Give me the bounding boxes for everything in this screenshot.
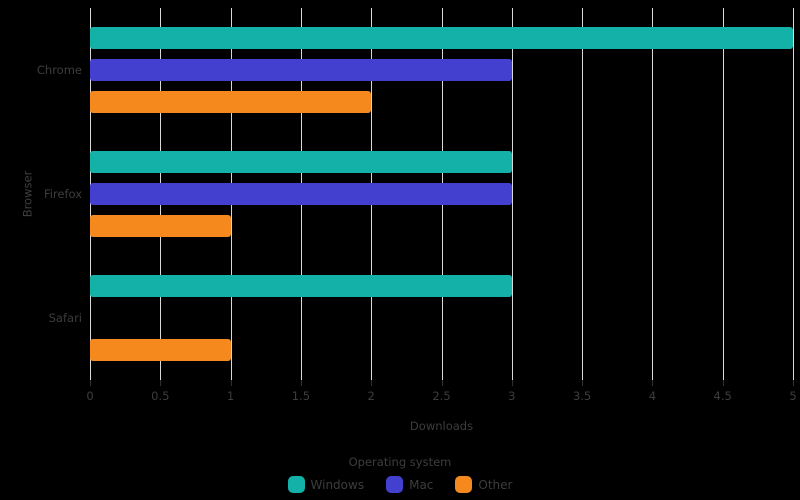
x-tick-mark <box>230 380 232 386</box>
bar-chrome-other[interactable] <box>90 91 372 113</box>
bar-group <box>90 151 793 247</box>
x-tick-mark <box>722 380 724 386</box>
bar-chrome-windows[interactable] <box>90 27 793 49</box>
bar-firefox-other[interactable] <box>90 215 231 237</box>
x-tick-label: 4.5 <box>713 389 732 403</box>
gridline <box>722 8 724 380</box>
bar-row <box>90 151 793 173</box>
gridline <box>582 8 584 380</box>
x-tick-label: 1 <box>226 389 235 403</box>
legend-swatch-icon <box>386 476 404 493</box>
x-tick-mark <box>160 380 162 386</box>
gridline <box>793 8 794 380</box>
x-tick-mark <box>582 380 584 386</box>
legend-label: Mac <box>409 477 434 492</box>
x-tick-mark <box>652 380 654 386</box>
x-tick-label: 0 <box>86 389 94 403</box>
legend-item-windows[interactable]: Windows <box>287 476 365 493</box>
bar-group <box>90 27 793 123</box>
legend-label: Other <box>478 477 513 492</box>
bar-row <box>90 307 793 329</box>
legend-label: Windows <box>310 477 365 492</box>
x-tick-label: 2.5 <box>432 389 451 403</box>
bar-row <box>90 275 793 297</box>
y-tick-label-firefox: Firefox <box>43 187 82 201</box>
x-tick-mark <box>90 380 91 386</box>
x-tick-label: 3 <box>508 389 516 403</box>
gridline <box>652 8 654 380</box>
x-tick-mark <box>441 380 443 386</box>
x-tick-mark <box>371 380 373 386</box>
x-axis-title: Downloads <box>409 419 474 433</box>
x-tick-mark <box>793 380 794 386</box>
plot-area <box>90 8 794 380</box>
x-tick-label: 3.5 <box>572 389 592 403</box>
legend-item-other[interactable]: Other <box>455 476 512 493</box>
legend-title: Operating system <box>348 455 452 469</box>
bar-safari-other[interactable] <box>90 339 231 361</box>
legend-items: Windows Mac Other <box>0 476 800 493</box>
bar-firefox-windows[interactable] <box>90 151 512 173</box>
x-tick-label: 5 <box>789 389 797 403</box>
x-tick-label: 4 <box>648 389 657 403</box>
bar-chrome-mac[interactable] <box>90 59 512 81</box>
bar-firefox-mac[interactable] <box>90 183 512 205</box>
y-axis-title: Browser <box>20 170 35 218</box>
legend: Operating system Windows Mac Other <box>0 455 800 493</box>
x-tick-label: 2 <box>367 389 375 403</box>
bar-group <box>90 275 793 371</box>
bar-row <box>90 215 793 237</box>
bar-row <box>90 59 793 81</box>
bar-row <box>90 27 793 49</box>
legend-item-mac[interactable]: Mac <box>386 476 433 493</box>
y-tick-label-chrome: Chrome <box>36 63 82 77</box>
x-tick-mark <box>300 380 302 386</box>
bar-row <box>90 91 793 113</box>
bar-row <box>90 183 793 205</box>
gridline <box>511 8 513 380</box>
x-tick-label: 0.5 <box>151 389 170 403</box>
bar-row <box>90 339 793 361</box>
bar-safari-windows[interactable] <box>90 275 512 297</box>
x-tick-label: 1.5 <box>291 389 311 403</box>
legend-swatch-icon <box>455 476 473 493</box>
legend-swatch-icon <box>287 476 305 493</box>
x-tick-mark <box>511 380 513 386</box>
y-tick-label-safari: Safari <box>48 311 82 325</box>
